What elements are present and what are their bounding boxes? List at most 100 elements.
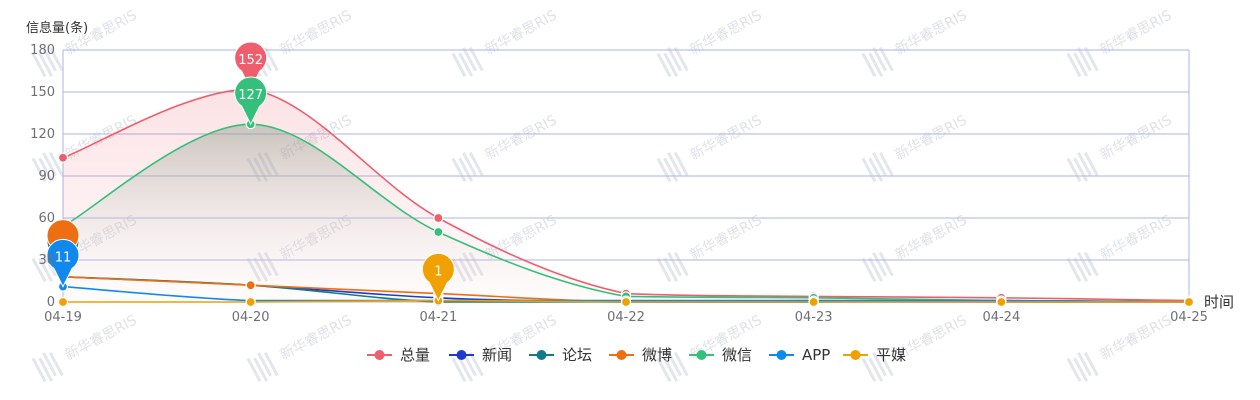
legend-label: 微博 <box>642 346 672 364</box>
legend-item-3[interactable]: 微博 <box>609 346 672 364</box>
watermark-text: 新华睿思RIS <box>278 312 355 363</box>
watermark-logo-icon <box>656 151 689 183</box>
legend-label: 微信 <box>722 346 752 364</box>
watermark-text: 新华睿思RIS <box>1098 112 1175 163</box>
watermark-logo-icon <box>861 251 894 283</box>
legend-swatch-dot <box>374 350 385 360</box>
data-point[interactable] <box>57 152 69 163</box>
x-tick-label: 04-23 <box>795 310 833 325</box>
x-tick-label: 04-25 <box>1170 310 1208 325</box>
watermark-logo-icon <box>1066 251 1099 283</box>
watermark-text: 新华睿思RIS <box>893 212 970 263</box>
legend-swatch-dot <box>696 350 707 360</box>
legend-swatch-dot <box>616 350 627 360</box>
marker-label: 1 <box>434 265 442 280</box>
y-axis-title: 信息量(条) <box>26 20 88 36</box>
data-point[interactable] <box>57 296 69 308</box>
watermark: 新华睿思RIS <box>656 212 765 283</box>
x-tick-label: 04-19 <box>44 310 82 325</box>
watermark: 新华睿思RIS <box>31 7 140 78</box>
watermark-logo-icon <box>861 351 894 383</box>
y-tick-label: 180 <box>30 43 55 58</box>
watermark-text: 新华睿思RIS <box>688 212 765 263</box>
y-tick-label: 30 <box>38 253 55 268</box>
watermark-text: 新华睿思RIS <box>688 7 765 58</box>
marker-label: 11 <box>55 251 72 266</box>
legend-item-1[interactable]: 新闻 <box>449 346 512 364</box>
watermark-logo-icon <box>246 351 279 383</box>
watermark-text: 新华睿思RIS <box>483 7 560 58</box>
data-point[interactable] <box>433 212 444 224</box>
watermark-logo-icon <box>1066 351 1099 383</box>
legend-label: 论坛 <box>562 346 592 364</box>
series-area-4 <box>63 124 1189 302</box>
legend-item-0[interactable]: 总量 <box>367 346 430 364</box>
marker-label: 152 <box>238 53 263 68</box>
watermark-logo-icon <box>31 351 64 383</box>
data-point[interactable] <box>1183 296 1195 308</box>
watermark-logo-icon <box>656 351 689 383</box>
watermark-logo-icon <box>861 151 894 183</box>
data-point[interactable] <box>996 296 1007 308</box>
y-tick-label: 0 <box>47 295 55 310</box>
series-areas <box>63 89 1189 302</box>
watermark-logo-icon <box>31 46 64 78</box>
watermark: 新华睿思RIS <box>1066 112 1175 183</box>
legend-swatch-dot <box>850 350 861 360</box>
y-tick-label: 90 <box>38 169 55 184</box>
watermark-text: 新华睿思RIS <box>278 7 355 58</box>
axes: 0 30 60 90 120 150 180 04-19 04-20 04-21 04-22 04-2… <box>26 20 1234 325</box>
legend: 总量 新闻 论坛 微博 微信 APP 平媒 <box>367 346 906 364</box>
legend-item-2[interactable]: 论坛 <box>529 346 592 364</box>
legend-item-4[interactable]: 微信 <box>689 346 752 364</box>
y-tick-label: 60 <box>38 211 55 226</box>
data-point[interactable] <box>245 296 256 308</box>
data-point[interactable] <box>433 226 444 238</box>
watermark-logo-icon <box>451 351 484 383</box>
legend-label: 总量 <box>400 346 430 364</box>
legend-label: 平媒 <box>876 346 906 364</box>
watermark: 新华睿思RIS <box>861 112 970 183</box>
watermark: 新华睿思RIS <box>861 7 970 78</box>
marker-pin[interactable]: 127 <box>234 76 268 126</box>
data-point[interactable] <box>620 296 632 308</box>
watermark-text: 新华睿思RIS <box>688 112 765 163</box>
watermark-logo-icon <box>1066 151 1099 183</box>
watermark-logo-icon <box>861 46 894 78</box>
marker-pin[interactable]: 11 <box>46 238 80 288</box>
y-tick-label: 120 <box>30 127 55 142</box>
legend-label: APP <box>802 346 830 364</box>
x-axis-title: 时间 <box>1204 293 1234 311</box>
watermark-text: 新华睿思RIS <box>483 112 560 163</box>
watermark: 新华睿思RIS <box>861 212 970 283</box>
watermark-text: 新华睿思RIS <box>1098 212 1175 263</box>
x-tick-label: 04-22 <box>607 310 645 325</box>
x-tick-label: 04-21 <box>419 310 457 325</box>
watermark: 新华睿思RIS <box>451 112 560 183</box>
legend-item-5[interactable]: APP <box>769 346 830 364</box>
watermark-text: 新华睿思RIS <box>893 7 970 58</box>
legend-label: 新闻 <box>482 346 512 364</box>
watermark-logo-icon <box>656 251 689 283</box>
marker-pin[interactable]: 152 <box>234 41 268 91</box>
watermark-logo-icon <box>1066 46 1099 78</box>
watermark: 新华睿思RIS <box>656 7 765 78</box>
data-point[interactable] <box>808 296 819 308</box>
watermark-logo-icon <box>656 46 689 78</box>
x-tick-label: 04-24 <box>982 310 1020 325</box>
watermark: 新华睿思RIS <box>656 112 765 183</box>
watermark: 新华睿思RIS <box>1066 212 1175 283</box>
x-tick-label: 04-20 <box>232 310 270 325</box>
legend-item-6[interactable]: 平媒 <box>843 346 906 364</box>
marker-pin[interactable]: 1 <box>421 252 455 302</box>
legend-swatch-dot <box>536 350 547 360</box>
watermark-logo-icon <box>31 151 64 183</box>
watermark-text: 新华睿思RIS <box>1098 7 1175 58</box>
legend-swatch-dot <box>456 350 467 360</box>
watermark-text: 新华睿思RIS <box>893 112 970 163</box>
watermark-text: 新华睿思RIS <box>1098 312 1175 363</box>
y-tick-label: 150 <box>30 85 55 100</box>
data-point[interactable] <box>245 280 256 291</box>
